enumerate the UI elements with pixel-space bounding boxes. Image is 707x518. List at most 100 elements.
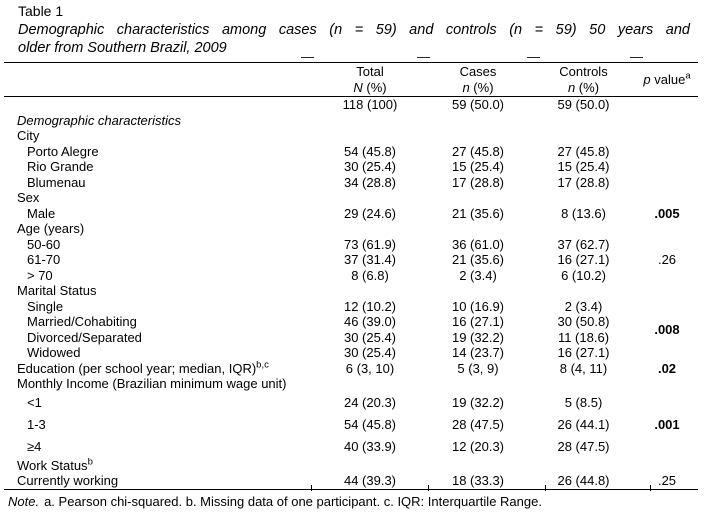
border-artifact-dash: [417, 57, 430, 59]
table-row: Single 12 (10.2) 10 (16.9) 2 (3.4) .008: [4, 298, 698, 337]
border-artifact-stub: [545, 485, 547, 491]
table-row: Male 29 (24.6) 21 (35.6) 8 (13.6) .005: [4, 206, 698, 222]
table-row: Demographic characteristics: [4, 113, 698, 129]
cell-controls: 6 (10.2): [561, 267, 606, 283]
table-row: Divorced/Separated 30 (25.4) 19 (32.2) 11 (…: [4, 330, 698, 346]
cell-total: 30 (25.4): [343, 329, 397, 345]
cell-total: 73 (61.9): [343, 236, 397, 252]
table-row: Married/Cohabiting 46 (39.0) 16 (27.1) 30 (…: [4, 314, 698, 330]
border-artifact-dash: [527, 57, 540, 59]
cell-total: [315, 128, 425, 144]
cell-controls: [531, 376, 636, 392]
border-artifact-stub: [428, 485, 430, 491]
table-row: Blumenau 34 (28.8) 17 (28.8) 17 (28.8): [4, 175, 698, 191]
cell-p-value: [636, 190, 698, 206]
cell-p-value: [636, 376, 698, 392]
border-artifact-dash: [301, 57, 314, 59]
row-label: Blumenau: [27, 174, 86, 190]
cell-cases: 36 (61.0): [451, 236, 505, 252]
border-artifact-stub: [311, 485, 313, 491]
cell-controls: 37 (62.7): [557, 236, 610, 252]
footnote-marker: b,c: [256, 359, 269, 371]
cell-p-value: .001: [654, 417, 680, 432]
cell-cases: [425, 113, 531, 129]
cell-total: 30 (25.4): [343, 159, 397, 175]
table-row: 118 (100) 59 (50.0) 59 (50.0): [4, 97, 698, 113]
cell-cases: [425, 221, 531, 237]
cell-cases: 21 (35.6): [451, 252, 505, 268]
row-label: Married/Cohabiting: [27, 314, 137, 330]
col-header-controls-title: Controls: [559, 64, 608, 79]
cell-controls: 5 (8.5): [564, 395, 603, 410]
cell-controls: [531, 221, 636, 237]
row-label: City: [17, 128, 40, 144]
table-row: 1-3 54 (45.8) 28 (47.5) 26 (44.1): [4, 414, 698, 436]
border-artifact-dash: [630, 57, 643, 59]
table-row: <1 24 (20.3) 19 (32.2) 5 (8.5) .001: [4, 392, 698, 432]
table-row: 61-70 37 (31.4) 21 (35.6) 16 (27.1): [4, 252, 698, 268]
cell-cases: 2 (3.4): [459, 267, 497, 283]
col-header-total: Total N (%): [315, 62, 425, 97]
cell-total: 54 (45.8): [343, 143, 397, 159]
row-label: Single: [27, 298, 64, 314]
footnote-marker: b: [87, 456, 93, 468]
cell-cases: 10 (16.9): [451, 298, 505, 314]
row-label: > 70: [27, 267, 53, 283]
cell-controls: 17 (28.8): [557, 174, 610, 190]
row-label: ≥4: [27, 439, 42, 454]
row-label: Male: [27, 205, 56, 221]
cell-p-value: [636, 283, 698, 299]
cell-p-value: .02: [657, 360, 677, 376]
table-row: Porto Alegre 54 (45.8) 27 (45.8) 27 (45.8): [4, 144, 698, 160]
cell-cases: 28 (47.5): [451, 417, 505, 432]
cell-total: 12 (10.2): [343, 298, 397, 314]
table-title-line2: older from Southern Brazil, 2009: [18, 40, 227, 56]
cell-cases: [425, 190, 531, 206]
cell-p-value: [636, 458, 698, 474]
col-header-cases-unit: n (%): [462, 79, 494, 95]
row-label: 61-70: [27, 252, 61, 268]
row-label: Monthly Income (Brazilian minimum wage u…: [17, 376, 287, 392]
cell-cases: 19 (32.2): [451, 329, 505, 345]
cell-controls: [531, 128, 636, 144]
cell-p-value: .005: [654, 205, 680, 221]
table-row: Sex: [4, 190, 698, 206]
row-label: Work Statusb: [17, 456, 93, 473]
cell-cases: 19 (32.2): [451, 395, 505, 410]
cell-cases: [425, 376, 531, 392]
cell-cases: 5 (3, 9): [457, 360, 499, 376]
table-row: Rio Grande 30 (25.4) 15 (25.4) 15 (25.4): [4, 159, 698, 175]
cell-controls: 30 (50.8): [557, 314, 610, 330]
cell-total: 118 (100): [342, 97, 398, 113]
cell-controls: [531, 283, 636, 299]
cell-total: 6 (3, 10): [345, 360, 395, 376]
cell-total: 34 (28.8): [343, 174, 397, 190]
row-label: Demographic characteristics: [17, 112, 182, 128]
col-header-total-title: Total: [356, 64, 384, 79]
row-label: Divorced/Separated: [27, 329, 142, 345]
cell-total: 40 (33.9): [343, 439, 397, 454]
cell-total: [315, 113, 425, 129]
cell-total: 8 (6.8): [351, 267, 389, 283]
cell-controls: 27 (45.8): [557, 143, 610, 159]
table-row: Widowed 30 (25.4) 14 (23.7) 16 (27.1): [4, 345, 698, 361]
cell-p-value: .008: [654, 322, 680, 337]
cell-controls: 8 (4, 11): [559, 360, 608, 376]
cell-cases: 21 (35.6): [451, 205, 505, 221]
cell-controls: 26 (44.1): [557, 417, 610, 432]
cell-controls: 26 (44.8): [531, 473, 636, 490]
cell-controls: 16 (27.1): [557, 345, 610, 361]
cell-p-value: [636, 144, 698, 191]
cell-total: 46 (39.0): [343, 314, 397, 330]
table-title-line1: Demographic characteristics among cases …: [18, 22, 690, 38]
note-lead: Note.: [8, 494, 40, 509]
cell-controls: 15 (25.4): [557, 159, 610, 175]
cell-cases: 59 (50.0): [451, 97, 505, 113]
cell-total: [315, 221, 425, 237]
cell-total: 54 (45.8): [343, 417, 397, 432]
cell-controls: 16 (27.1): [557, 252, 610, 268]
row-label: <1: [27, 395, 42, 410]
col-header-p-value: p valuea: [636, 62, 698, 97]
table-row: Age (years): [4, 221, 698, 237]
row-label: 1-3: [27, 417, 46, 432]
